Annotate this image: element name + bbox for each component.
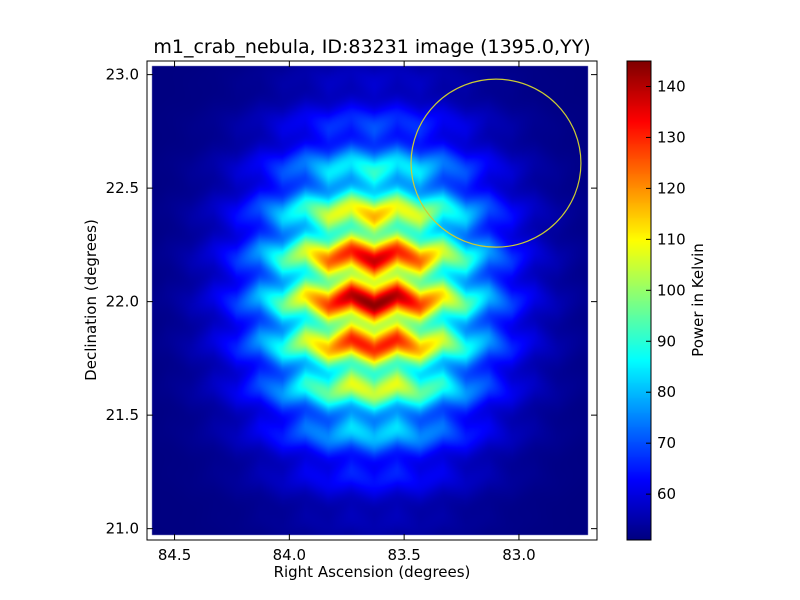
circle-layer (410, 78, 582, 248)
colorbar-tick-label: 130 (657, 128, 686, 146)
colorbar-tick-label: 120 (657, 179, 686, 197)
x-tick-label: 84.5 (158, 546, 191, 564)
x-tick-label: 84.0 (273, 546, 306, 564)
colorbar-tick-label: 100 (657, 281, 686, 299)
colorbar-tick-label: 140 (657, 77, 686, 95)
colorbar-tick-label: 110 (657, 230, 686, 248)
colorbar-gradient (627, 61, 651, 540)
colorbar-label: Power in Kelvin (689, 243, 707, 357)
y-tick-label: 22.0 (106, 293, 139, 311)
y-tick-label: 23.0 (106, 66, 139, 84)
colorbar-tick-label: 90 (657, 332, 676, 350)
x-axis-label: Right Ascension (degrees) (274, 563, 471, 581)
colorbar-tick-label: 80 (657, 383, 676, 401)
x-tick-label: 83.0 (502, 546, 535, 564)
plot-frame (146, 60, 598, 541)
y-tick-label: 21.0 (106, 520, 139, 538)
colorbar-frame (626, 60, 652, 541)
colorbar-tick-label: 60 (657, 485, 676, 503)
marker-circle (410, 78, 582, 248)
x-axis-ticks: 84.5 84.0 83.5 83.0 (158, 61, 536, 564)
colorbar-tick-label: 70 (657, 434, 676, 452)
y-axis-ticks: 21.0 21.5 22.0 22.5 23.0 (106, 66, 597, 538)
heatmap-image (147, 61, 597, 540)
y-axis-label: Declination (degrees) (82, 219, 100, 381)
chart-title: m1_crab_nebula, ID:83231 image (1395.0,Y… (153, 36, 590, 58)
colorbar-ticks: 60 70 80 90 100 110 120 130 140 (646, 77, 686, 503)
x-tick-label: 83.5 (387, 546, 420, 564)
y-tick-label: 21.5 (106, 406, 139, 424)
y-tick-label: 22.5 (106, 179, 139, 197)
